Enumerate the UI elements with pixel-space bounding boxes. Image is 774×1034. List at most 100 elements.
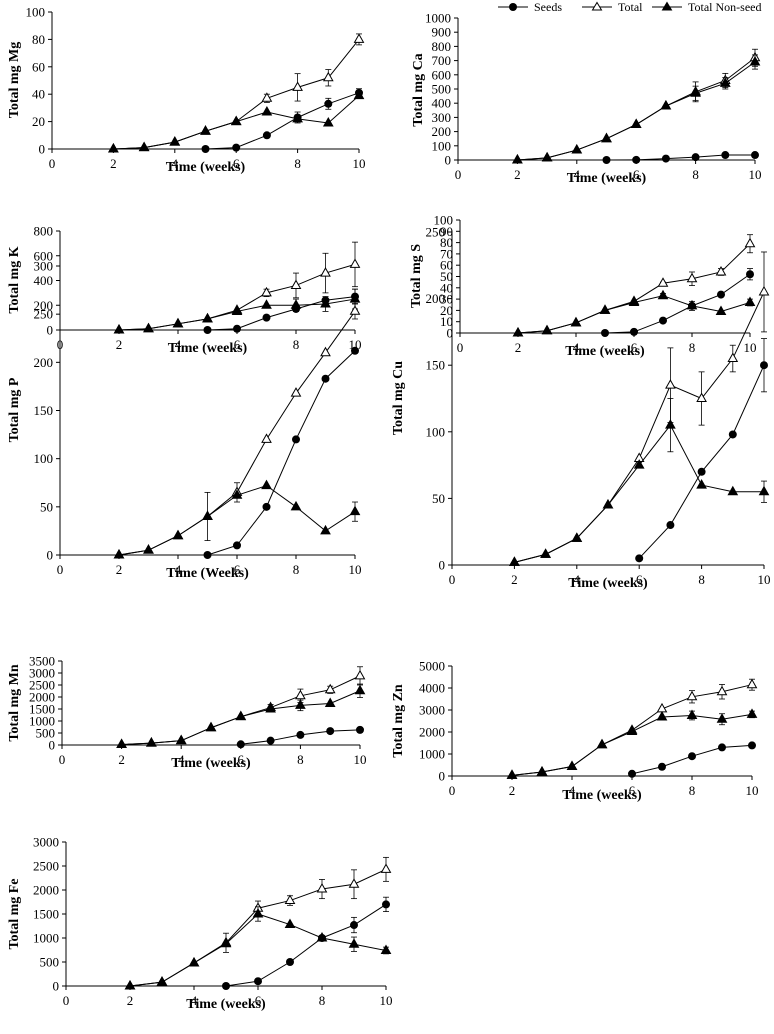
x-tick-label: 6	[234, 337, 241, 352]
data-point-non-seed	[252, 907, 264, 918]
x-tick-label: 0	[449, 572, 456, 587]
data-point-non-seed	[156, 976, 168, 986]
data-point-seeds	[659, 316, 667, 325]
data-point-seeds	[661, 154, 670, 163]
data-point-non-seed	[231, 489, 243, 499]
y-tick-label: 2000	[33, 883, 59, 898]
data-point-non-seed	[108, 142, 119, 153]
x-axis-title: Time (weeks)	[562, 788, 642, 803]
y-tick-label: 20	[32, 114, 45, 129]
x-axis-title: Time (weeks)	[568, 576, 648, 591]
x-tick-label: 8	[294, 156, 301, 171]
data-point-seeds	[697, 467, 706, 476]
x-tick-label: 8	[689, 340, 696, 355]
series-triangle	[509, 398, 770, 566]
y-tick-label: 3000	[33, 835, 59, 850]
data-point-total	[290, 279, 302, 289]
data-point-non-seed	[230, 115, 242, 126]
data-point-total	[316, 883, 328, 893]
y-tick-label: 90	[440, 224, 453, 239]
data-point-non-seed	[596, 738, 608, 749]
y-tick-label: 200	[432, 124, 452, 139]
data-point-seeds	[236, 740, 245, 749]
data-point-total	[665, 379, 676, 389]
x-tick-label: 10	[749, 167, 762, 182]
series-triangle	[506, 708, 758, 779]
data-point-non-seed	[660, 100, 672, 110]
series-triangle	[512, 54, 761, 164]
x-tick-label: 4	[175, 562, 182, 577]
data-point-total	[290, 387, 302, 397]
data-point-non-seed	[541, 151, 553, 162]
series-line	[514, 291, 765, 563]
y-tick-label: 100	[432, 138, 452, 153]
x-tick-label: 0	[59, 752, 66, 767]
data-point-total	[261, 286, 272, 297]
y-tick-label: 30	[440, 292, 453, 307]
data-point-non-seed	[540, 548, 551, 558]
data-point-seeds	[658, 762, 666, 771]
y-tick-label: 200	[426, 291, 446, 306]
data-point-non-seed	[509, 556, 520, 566]
x-axis-title: Time (Weeks)	[166, 566, 249, 581]
data-point-seeds	[296, 730, 305, 739]
data-point-total	[686, 690, 698, 701]
y-tick-label: 0	[47, 548, 54, 563]
y-tick-label: 150	[426, 358, 446, 373]
x-tick-label: 8	[692, 167, 699, 182]
data-point-seeds	[321, 374, 330, 383]
data-point-non-seed	[536, 766, 548, 776]
data-point-non-seed	[715, 305, 727, 316]
data-point-non-seed	[265, 702, 276, 713]
data-point-non-seed	[628, 296, 640, 306]
series-line	[207, 350, 356, 556]
y-tick-label: 800	[34, 224, 54, 239]
data-point-non-seed	[200, 125, 211, 135]
data-point-non-seed	[261, 479, 272, 490]
y-tick-label: 2500	[29, 678, 55, 693]
x-tick-label: 10	[380, 993, 393, 1008]
series-open-triangle	[512, 234, 756, 337]
y-tick-label: 400	[432, 96, 452, 111]
data-point-non-seed	[116, 738, 127, 749]
data-point-seeds	[262, 313, 271, 322]
series-open-triangle	[116, 666, 366, 749]
y-tick-label: 0	[49, 738, 56, 753]
x-axis-title: Time (weeks)	[168, 341, 248, 356]
y-tick-label: 10	[440, 314, 453, 329]
series-line	[225, 903, 387, 987]
data-point-non-seed	[696, 479, 707, 489]
data-point-non-seed	[348, 938, 360, 948]
data-point-non-seed	[656, 711, 668, 721]
data-point-seeds	[691, 153, 700, 162]
data-point-seeds	[324, 99, 333, 108]
x-tick-label: 2	[511, 572, 518, 587]
data-point-non-seed	[188, 956, 200, 967]
y-tick-label: 0	[53, 979, 60, 994]
data-point-total	[716, 685, 728, 696]
x-axis-title: Time (weeks)	[166, 160, 246, 175]
x-tick-label: 2	[514, 167, 521, 182]
y-tick-label: 100	[426, 424, 446, 439]
x-tick-label: 6	[233, 156, 240, 171]
y-tick-label: 400	[34, 273, 54, 288]
data-point-seeds	[717, 290, 725, 299]
data-point-non-seed	[320, 297, 331, 308]
series-circle	[203, 288, 359, 334]
data-point-seeds	[292, 435, 300, 444]
y-tick-label: 0	[39, 142, 46, 157]
data-point-seeds	[232, 143, 241, 152]
data-point-seeds	[286, 958, 294, 966]
x-tick-label: 6	[255, 993, 262, 1008]
data-point-non-seed	[601, 132, 612, 143]
data-point-total	[380, 863, 392, 873]
data-point-non-seed	[295, 699, 306, 709]
y-tick-label: 40	[440, 280, 453, 295]
series-circle	[628, 741, 756, 778]
chart-k: 02004006008000246810Time (weeks)Total mg…	[7, 224, 362, 357]
series-line	[606, 154, 755, 161]
series-open-triangle	[512, 48, 761, 164]
data-point-total	[686, 272, 698, 283]
